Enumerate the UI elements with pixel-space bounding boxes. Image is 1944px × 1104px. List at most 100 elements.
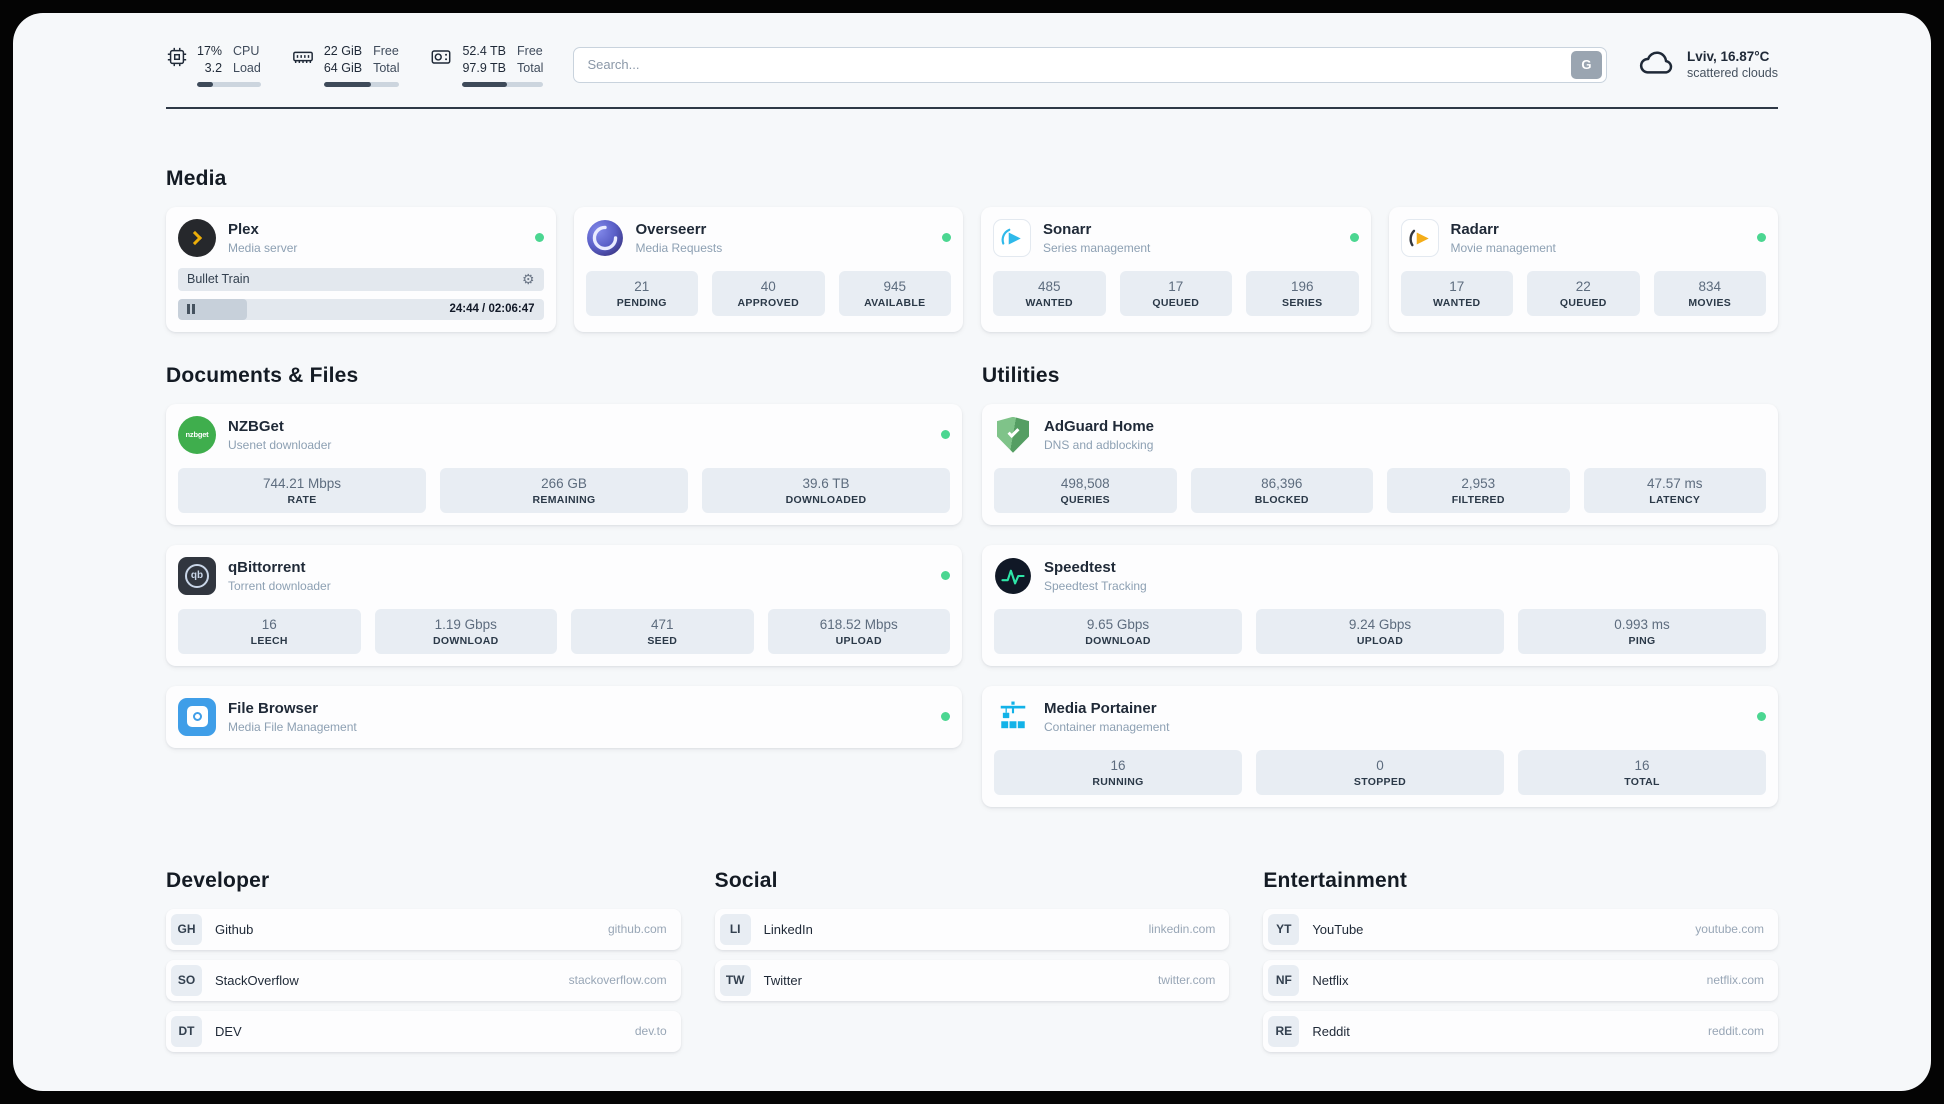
bookmark-netflix[interactable]: NF Netflix netflix.com xyxy=(1263,959,1778,1001)
bookmark-github[interactable]: GH Github github.com xyxy=(166,908,681,950)
topbar-divider xyxy=(166,106,1778,109)
memory-icon xyxy=(291,43,315,87)
service-name: Media Portainer xyxy=(1044,699,1157,717)
stat-pending: 21 PENDING xyxy=(585,270,698,316)
nzbget-icon: nzbget xyxy=(178,415,216,454)
cpu-progress-fill xyxy=(197,81,213,87)
weather-location: Lviv, 16.87°C xyxy=(1686,49,1770,65)
cpu-load-label: Load xyxy=(233,60,261,75)
service-card-adguard[interactable]: AdGuard Home DNS and adblocking 498,508 Q… xyxy=(982,403,1778,525)
bookmark-reddit[interactable]: RE Reddit reddit.com xyxy=(1263,1010,1778,1052)
bookmark-url: netflix.com xyxy=(1706,973,1764,988)
stat-total: 16 TOTAL xyxy=(1518,749,1766,795)
stat-wanted: 485 WANTED xyxy=(993,270,1106,316)
status-dot xyxy=(1757,233,1766,243)
memory-progress-fill xyxy=(323,81,371,87)
stat-filtered: 2,953 FILTERED xyxy=(1387,467,1570,513)
overseerr-icon xyxy=(586,219,624,257)
service-card-filebrowser[interactable]: File Browser Media File Management xyxy=(166,685,962,748)
cloud-icon xyxy=(1637,47,1677,82)
service-card-nzbget[interactable]: nzbget NZBGet Usenet downloader 744.21 M… xyxy=(166,403,962,525)
stat-running: 16 RUNNING xyxy=(994,749,1242,795)
service-card-sonarr[interactable]: Sonarr Series management 485 WANTED 17 QUE… xyxy=(981,206,1371,332)
cpu-widget: 17% 3.2 CPU Load xyxy=(166,43,261,87)
bookmark-twitter[interactable]: TW Twitter twitter.com xyxy=(714,959,1230,1001)
status-dot xyxy=(1349,233,1359,243)
service-name: NZBGet xyxy=(228,417,284,435)
status-dot xyxy=(1757,712,1766,722)
service-card-speedtest[interactable]: Speedtest Speedtest Tracking 9.65 Gbps DO… xyxy=(982,544,1778,666)
cpu-load-value: 3.2 xyxy=(204,60,223,75)
service-subtitle: Container management xyxy=(1044,719,1170,734)
service-card-portainer[interactable]: Media Portainer Container management 16 R… xyxy=(982,685,1778,807)
section-documents: Documents & Files nzbget NZBGet Usenet d… xyxy=(166,364,962,807)
memory-total-label: Total xyxy=(373,60,400,75)
stat-approved: 40 APPROVED xyxy=(712,270,825,316)
cpu-usage-value: 17% xyxy=(197,44,223,58)
service-card-radarr[interactable]: Radarr Movie management 17 WANTED 22 QUEUE… xyxy=(1388,206,1778,332)
disk-free-label: Free xyxy=(517,44,543,58)
bookmark-url: github.com xyxy=(607,922,667,937)
now-playing-title: Bullet Train xyxy=(187,272,250,287)
dashboard-page: 17% 3.2 CPU Load xyxy=(13,13,1931,1091)
search-provider-button[interactable]: G xyxy=(1570,50,1602,79)
bookmark-dev[interactable]: DT DEV dev.to xyxy=(166,1010,681,1052)
service-name: Radarr xyxy=(1450,220,1499,238)
service-subtitle: Speedtest Tracking xyxy=(1044,578,1147,593)
section-utilities: Utilities AdGuard Home DNS and adblockin… xyxy=(982,364,1778,807)
stat-stopped: 0 STOPPED xyxy=(1256,749,1504,795)
service-name: Plex xyxy=(228,220,259,238)
memory-free-label: Free xyxy=(373,44,399,58)
cpu-progress-track xyxy=(197,81,261,87)
service-subtitle: Media File Management xyxy=(228,719,357,734)
section-title-developer: Developer xyxy=(166,868,270,892)
service-subtitle: Series management xyxy=(1043,240,1151,255)
stat-download: 9.65 Gbps DOWNLOAD xyxy=(994,608,1242,654)
sonarr-icon xyxy=(993,218,1031,257)
bookmark-name: Github xyxy=(215,921,254,937)
service-card-plex[interactable]: Plex Media server Bullet Train ⚙ 24:44 /… xyxy=(166,206,556,332)
stat-available: 945 AVAILABLE xyxy=(838,270,951,316)
stat-latency: 47.57 ms LATENCY xyxy=(1583,467,1766,513)
bookmark-group-entertainment: Entertainment YT YouTube youtube.com NF … xyxy=(1263,869,1778,1052)
memory-widget: 22 GiB 64 GiB Free Total xyxy=(291,43,400,87)
section-title-entertainment: Entertainment xyxy=(1263,868,1408,892)
bookmark-abbr: YT xyxy=(1268,913,1300,945)
memory-progress-track xyxy=(323,81,400,87)
bookmark-name: DEV xyxy=(215,1023,242,1039)
bookmark-linkedin[interactable]: LI LinkedIn linkedin.com xyxy=(714,908,1230,950)
disk-total-label: Total xyxy=(517,60,544,75)
bookmark-youtube[interactable]: YT YouTube youtube.com xyxy=(1263,908,1778,950)
bookmark-name: Twitter xyxy=(763,972,802,988)
status-dot xyxy=(534,233,544,243)
service-card-overseerr[interactable]: Overseerr Media Requests 21 PENDING 40 APP… xyxy=(573,206,963,332)
stat-blocked: 86,396 BLOCKED xyxy=(1190,467,1373,513)
section-title-documents: Documents & Files xyxy=(166,363,359,387)
bookmark-group-developer: Developer GH Github github.com SO StackO… xyxy=(166,869,681,1052)
service-card-qbittorrent[interactable]: qb qBittorrent Torrent downloader 16 LEEC… xyxy=(166,544,962,666)
stat-queued: 17 QUEUED xyxy=(1119,270,1232,316)
speedtest-icon xyxy=(994,557,1032,595)
stat-queued: 22 QUEUED xyxy=(1527,270,1640,316)
service-name: AdGuard Home xyxy=(1044,417,1155,435)
pause-icon[interactable] xyxy=(187,304,195,315)
stat-seed: 471 SEED xyxy=(571,608,754,654)
now-playing-bar: Bullet Train ⚙ xyxy=(178,267,544,291)
search-input[interactable] xyxy=(587,57,1571,73)
bookmark-stackoverflow[interactable]: SO StackOverflow stackoverflow.com xyxy=(166,959,681,1001)
service-subtitle: Usenet downloader xyxy=(228,437,332,452)
gear-icon[interactable]: ⚙ xyxy=(521,271,535,288)
section-title-media: Media xyxy=(166,166,227,190)
stat-download: 1.19 Gbps DOWNLOAD xyxy=(374,608,557,654)
cpu-label: CPU xyxy=(233,44,260,58)
disk-total-value: 97.9 TB xyxy=(462,60,507,75)
memory-free-value: 22 GiB xyxy=(323,44,363,58)
service-name: qBittorrent xyxy=(228,558,306,576)
status-dot xyxy=(941,571,950,581)
service-subtitle: Media server xyxy=(228,240,298,255)
stat-rate: 744.21 Mbps RATE xyxy=(178,467,426,513)
bookmark-url: dev.to xyxy=(634,1024,667,1039)
bookmark-abbr: NF xyxy=(1268,964,1300,996)
stat-wanted: 17 WANTED xyxy=(1400,270,1513,316)
bookmark-name: YouTube xyxy=(1312,921,1364,937)
